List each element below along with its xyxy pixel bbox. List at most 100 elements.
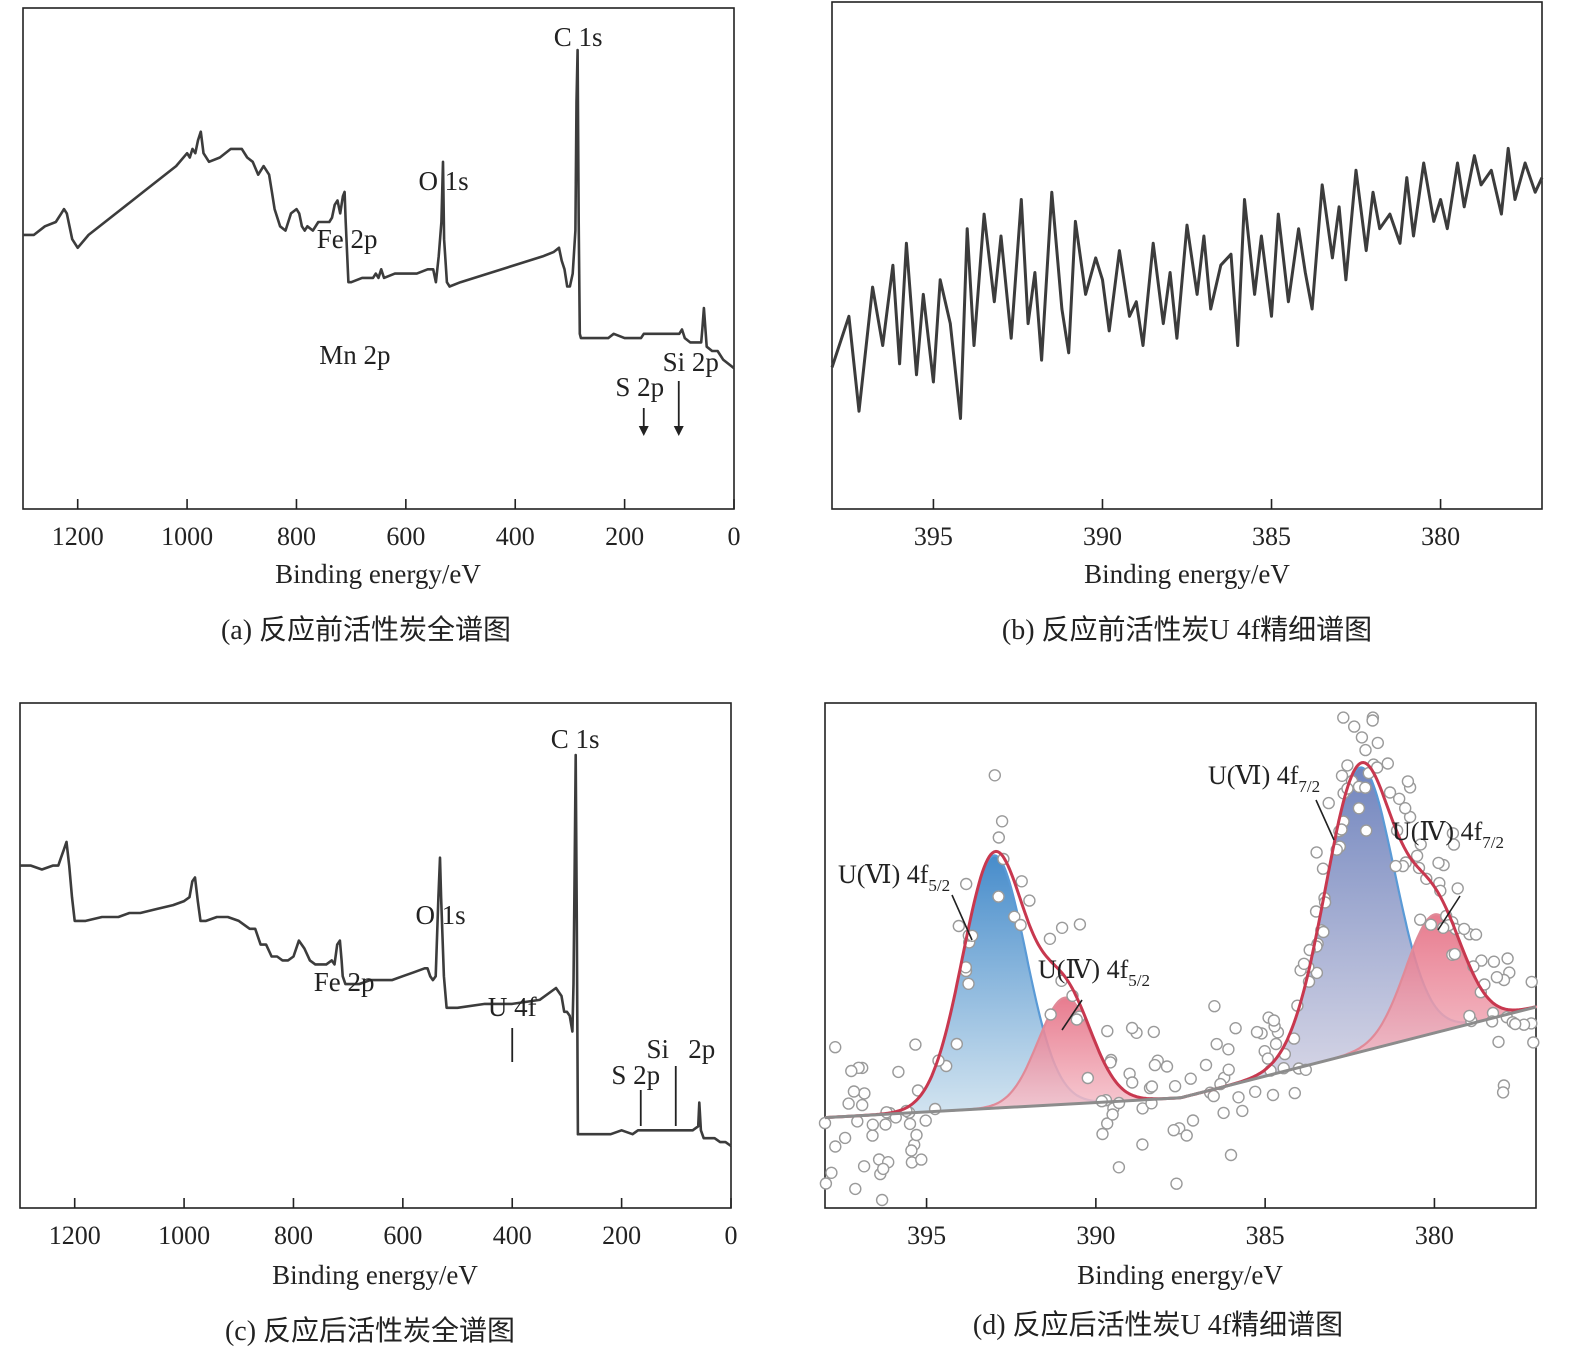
data-point	[1224, 1148, 1238, 1162]
data-point	[856, 1098, 869, 1112]
component-label-sub: 7/2	[1298, 777, 1320, 796]
data-point	[1490, 971, 1504, 984]
plot-frame	[831, 1, 1543, 510]
panel-caption: (a) 反应前活性炭全谱图	[221, 614, 511, 646]
x-tick-label: 1000	[161, 522, 213, 551]
data-point	[1199, 1058, 1213, 1072]
data-point	[1125, 1021, 1139, 1035]
data-point	[1401, 775, 1415, 788]
data-point	[842, 1097, 855, 1110]
data-point	[962, 977, 975, 990]
x-tick-label: 395	[914, 522, 953, 551]
peak-label: C 1s	[551, 724, 600, 754]
data-point	[915, 1153, 928, 1166]
component-labels: U(Ⅵ) 4f5/2U(Ⅳ) 4f5/2U(Ⅵ) 4f7/2U(Ⅳ) 4f7/2	[838, 761, 1504, 1031]
data-point	[1222, 1043, 1235, 1056]
data-point	[1492, 1035, 1505, 1049]
peak-label: S 2p	[615, 372, 664, 402]
panel-d: 395 390 385 380 U(Ⅵ) 4f5/2U(Ⅳ) 4f5/2U(Ⅵ) 4f…	[818, 702, 1540, 1341]
data-point	[1383, 786, 1397, 799]
x-ticks: 395 390 385 380	[907, 1198, 1454, 1250]
data-point	[1248, 1085, 1262, 1099]
x-tick-label: 385	[1246, 1221, 1285, 1250]
data-point	[1398, 802, 1412, 815]
x-axis-label: Binding energy/eV	[275, 559, 481, 589]
data-point	[1232, 1091, 1245, 1104]
data-point	[1008, 910, 1021, 923]
component-label: U(Ⅳ) 4f7/2	[1392, 817, 1504, 852]
data-point	[1359, 781, 1372, 794]
data-point	[1167, 1123, 1180, 1137]
data-point	[950, 1037, 963, 1051]
data-point	[1136, 1138, 1149, 1151]
data-point	[1288, 1086, 1302, 1100]
data-point	[995, 815, 1009, 828]
data-point	[1148, 1058, 1162, 1072]
data-point	[988, 769, 1001, 782]
x-tick-label: 1000	[158, 1221, 210, 1250]
x-axis-label: Binding energy/eV	[272, 1260, 478, 1290]
data-point	[866, 1118, 879, 1131]
data-point	[1112, 1096, 1126, 1110]
data-point	[1100, 1117, 1114, 1130]
peak-label: O 1s	[415, 900, 465, 930]
data-point	[960, 877, 973, 891]
data-point	[1446, 827, 1460, 840]
data-point	[1073, 918, 1087, 931]
component-label-sub: 5/2	[928, 876, 950, 895]
x-tick-label: 380	[1415, 1221, 1454, 1250]
data-point	[1414, 838, 1427, 851]
data-point	[1424, 918, 1438, 931]
data-point	[1208, 1000, 1221, 1013]
x-tick-label: 600	[383, 1221, 422, 1250]
data-point	[829, 1140, 842, 1153]
peak-label: Si	[646, 1034, 669, 1064]
data-point	[1207, 1089, 1220, 1103]
data-point	[849, 1182, 862, 1196]
data-point	[1359, 824, 1373, 837]
x-tick-label: 390	[1076, 1221, 1115, 1250]
data-point	[1316, 862, 1330, 875]
data-point	[819, 1177, 833, 1190]
data-point	[1055, 921, 1069, 934]
data-point	[1352, 802, 1366, 815]
panel-caption: (c) 反应后活性炭全谱图	[225, 1315, 515, 1347]
data-point	[1168, 1079, 1182, 1093]
component-label-main: U(Ⅵ) 4f	[838, 860, 929, 889]
data-point	[1487, 955, 1501, 968]
data-point	[1448, 947, 1462, 961]
peak-label: Fe 2p	[314, 967, 375, 997]
x-tick-label: 200	[605, 522, 644, 551]
peak-label: C 1s	[554, 22, 603, 52]
data-point	[1355, 731, 1369, 744]
x-tick-label: 600	[386, 522, 425, 551]
data-point	[1381, 757, 1395, 770]
spectrum-line	[830, 146, 1544, 420]
data-point	[992, 890, 1005, 903]
data-point	[1266, 1088, 1280, 1102]
data-point	[838, 1131, 852, 1145]
data-point	[1229, 1021, 1242, 1035]
data-point	[879, 1118, 892, 1131]
peak-label: 2p	[688, 1034, 715, 1064]
data-point	[866, 1129, 879, 1142]
data-point	[1222, 1063, 1235, 1076]
x-ticks: 1200 1000 800 600 400 200 0	[52, 499, 741, 551]
plot-frame	[824, 702, 1537, 1209]
component-label-sub: 5/2	[1128, 971, 1150, 990]
data-point	[1269, 1037, 1283, 1051]
data-point	[829, 1040, 842, 1054]
data-point	[1341, 759, 1354, 772]
x-tick-label: 0	[728, 522, 741, 551]
x-tick-label: 380	[1421, 522, 1460, 551]
peak-label: S 2p	[611, 1060, 660, 1090]
x-tick-label: 395	[907, 1221, 946, 1250]
peak-label: Mn 2p	[319, 340, 390, 370]
component-leader	[951, 894, 973, 941]
data-point	[905, 1144, 918, 1157]
data-point	[1267, 1014, 1281, 1027]
data-point	[1469, 928, 1483, 941]
data-point	[1310, 966, 1324, 980]
data-point	[1525, 975, 1538, 989]
